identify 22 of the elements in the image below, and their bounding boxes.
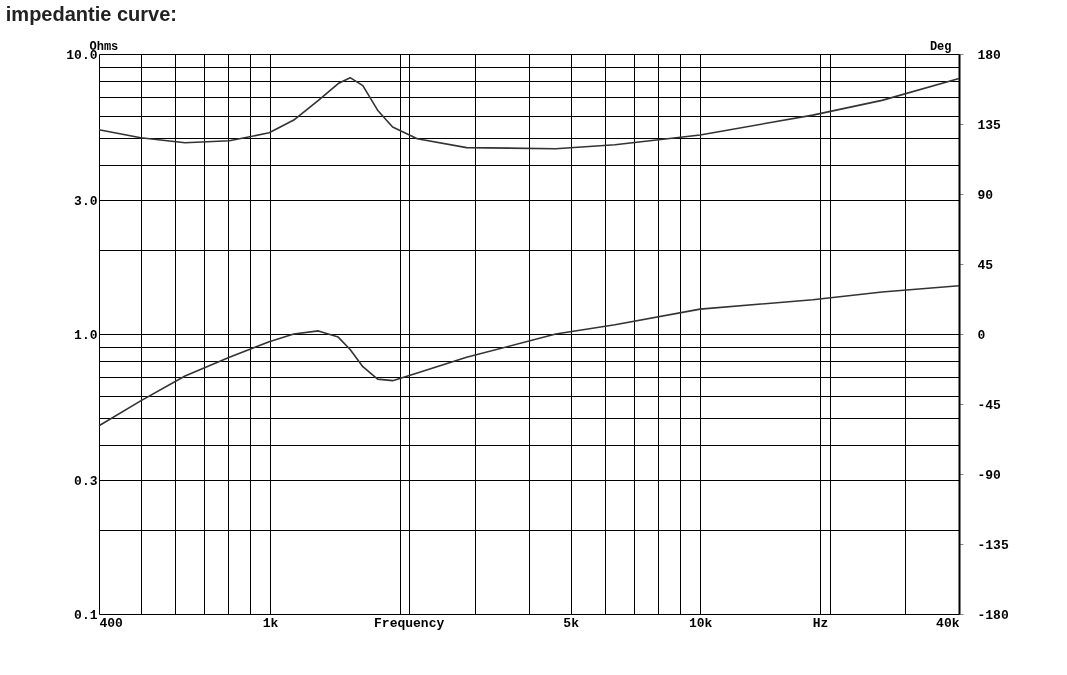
x-tick-label: Frequency xyxy=(374,615,445,631)
x-tick-label: Hz xyxy=(812,615,829,631)
x-tick-label: 10k xyxy=(688,615,713,631)
x-tick-label: 400 xyxy=(99,615,124,631)
y2-tick-label: 135 xyxy=(977,117,1002,133)
y-tick-label: 0.3 xyxy=(74,473,98,489)
x-tick-label: 40k xyxy=(936,615,960,631)
y2-tick-label: 45 xyxy=(977,257,994,273)
y2-tick-label: 180 xyxy=(977,47,1002,63)
y2-axis-title: Deg xyxy=(929,39,952,54)
chart-title: impedantie curve: xyxy=(5,3,177,25)
y-tick-label: 3.0 xyxy=(74,193,98,209)
y2-tick-label: -180 xyxy=(977,607,1009,623)
y2-tick-label: -45 xyxy=(977,397,1002,413)
y-tick-label: 1.0 xyxy=(74,327,98,343)
y2-tick-label: -90 xyxy=(977,467,1002,483)
y2-tick-label: -135 xyxy=(977,537,1009,553)
x-tick-label: 5k xyxy=(563,615,580,631)
y-tick-label: 0.1 xyxy=(74,607,98,623)
y2-tick-label: 0 xyxy=(977,327,986,343)
y2-tick-label: 90 xyxy=(977,187,994,203)
x-tick-label: 1k xyxy=(262,615,279,631)
